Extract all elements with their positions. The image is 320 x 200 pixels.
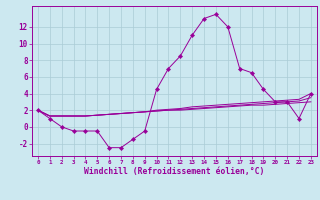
X-axis label: Windchill (Refroidissement éolien,°C): Windchill (Refroidissement éolien,°C)	[84, 167, 265, 176]
